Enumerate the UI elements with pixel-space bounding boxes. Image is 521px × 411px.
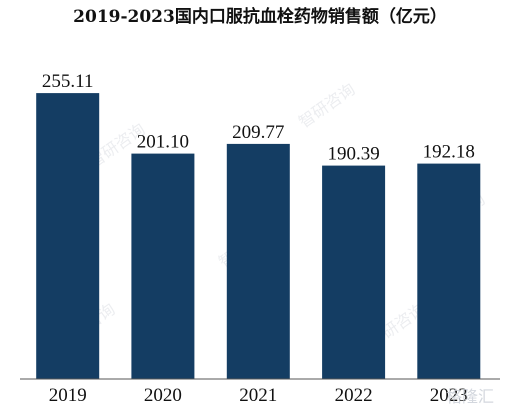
value-label-2020: 201.10: [137, 132, 189, 153]
value-label-2022: 190.39: [327, 144, 379, 165]
watermark-corner-text: 格隆汇: [446, 387, 494, 406]
chart-title: 2019-2023国内口服抗血栓药物销售额（亿元）: [73, 6, 447, 27]
x-tick-label-2020: 2020: [144, 385, 182, 406]
bars-group: [36, 93, 481, 379]
value-label-2019: 255.11: [42, 71, 94, 92]
bar-2020: [131, 153, 195, 379]
bar-2022: [322, 165, 386, 379]
bar-2021: [226, 143, 290, 379]
value-label-2023: 192.18: [423, 142, 475, 163]
x-tick-label-2021: 2021: [239, 385, 277, 406]
x-tick-label-2019: 2019: [49, 385, 87, 406]
value-label-2021: 209.77: [232, 122, 284, 143]
bar-2023: [417, 163, 481, 379]
x-tick-label-2023: 2023: [430, 385, 468, 406]
x-tick-label-2022: 2022: [335, 385, 373, 406]
value-labels-group: 255.11 201.10 209.77 190.39 192.18: [42, 71, 475, 165]
watermark-logo-text: 智研咨询: [295, 79, 358, 131]
x-tick-labels-group: 2019 2020 2021 2022 2023: [49, 385, 468, 406]
bar-2019: [36, 93, 100, 379]
